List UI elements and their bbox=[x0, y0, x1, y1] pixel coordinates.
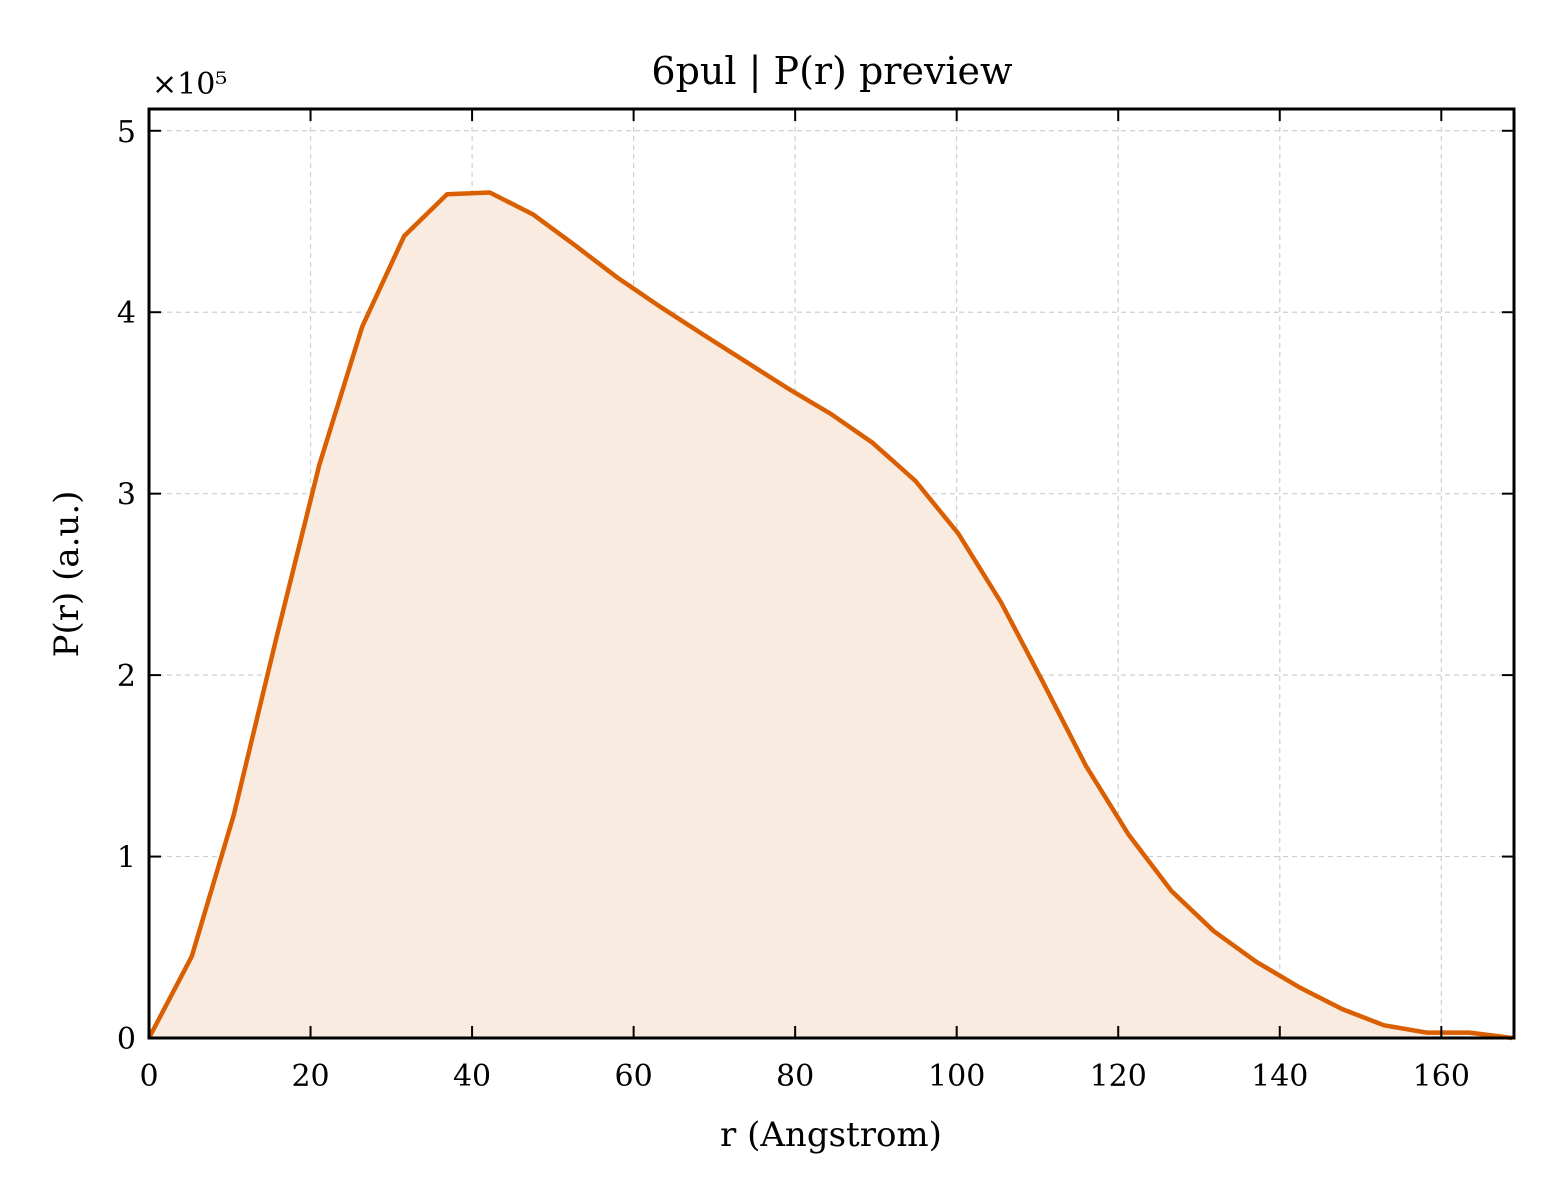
x-tick-label: 100 bbox=[928, 1059, 985, 1094]
y-tick-label: 2 bbox=[117, 659, 136, 694]
y-axis-label: P(r) (a.u.) bbox=[47, 491, 87, 658]
pr-curve bbox=[147, 190, 1513, 1041]
x-tick-label: 140 bbox=[1251, 1059, 1308, 1094]
y-tick-label: 5 bbox=[117, 115, 136, 150]
y-tick-label: 0 bbox=[117, 1022, 136, 1057]
y-tick-label: 4 bbox=[117, 296, 136, 331]
y-tick-labels: 0 1 2 3 4 5 bbox=[117, 115, 136, 1057]
x-tick-labels: 0 20 40 60 80 100 120 140 160 bbox=[139, 1059, 1469, 1094]
x-tick-label: 40 bbox=[453, 1059, 491, 1094]
x-axis-label: r (Angstrom) bbox=[720, 1115, 942, 1155]
chart-title: 6pul | P(r) preview bbox=[651, 49, 1013, 93]
y-tick-label: 3 bbox=[117, 478, 136, 513]
y-tick-label: 1 bbox=[117, 841, 136, 876]
plot-frame bbox=[147, 107, 1516, 1040]
y-multiplier-label: ×10⁵ bbox=[152, 67, 227, 102]
x-tick-label: 160 bbox=[1413, 1059, 1470, 1094]
x-tick-label: 60 bbox=[615, 1059, 653, 1094]
x-tick-label: 120 bbox=[1090, 1059, 1147, 1094]
pr-area-fill bbox=[149, 192, 1513, 1038]
x-tick-label: 0 bbox=[139, 1059, 158, 1094]
axis-ticks bbox=[148, 109, 1514, 1039]
x-tick-label: 20 bbox=[291, 1059, 329, 1094]
x-tick-label: 80 bbox=[776, 1059, 814, 1094]
